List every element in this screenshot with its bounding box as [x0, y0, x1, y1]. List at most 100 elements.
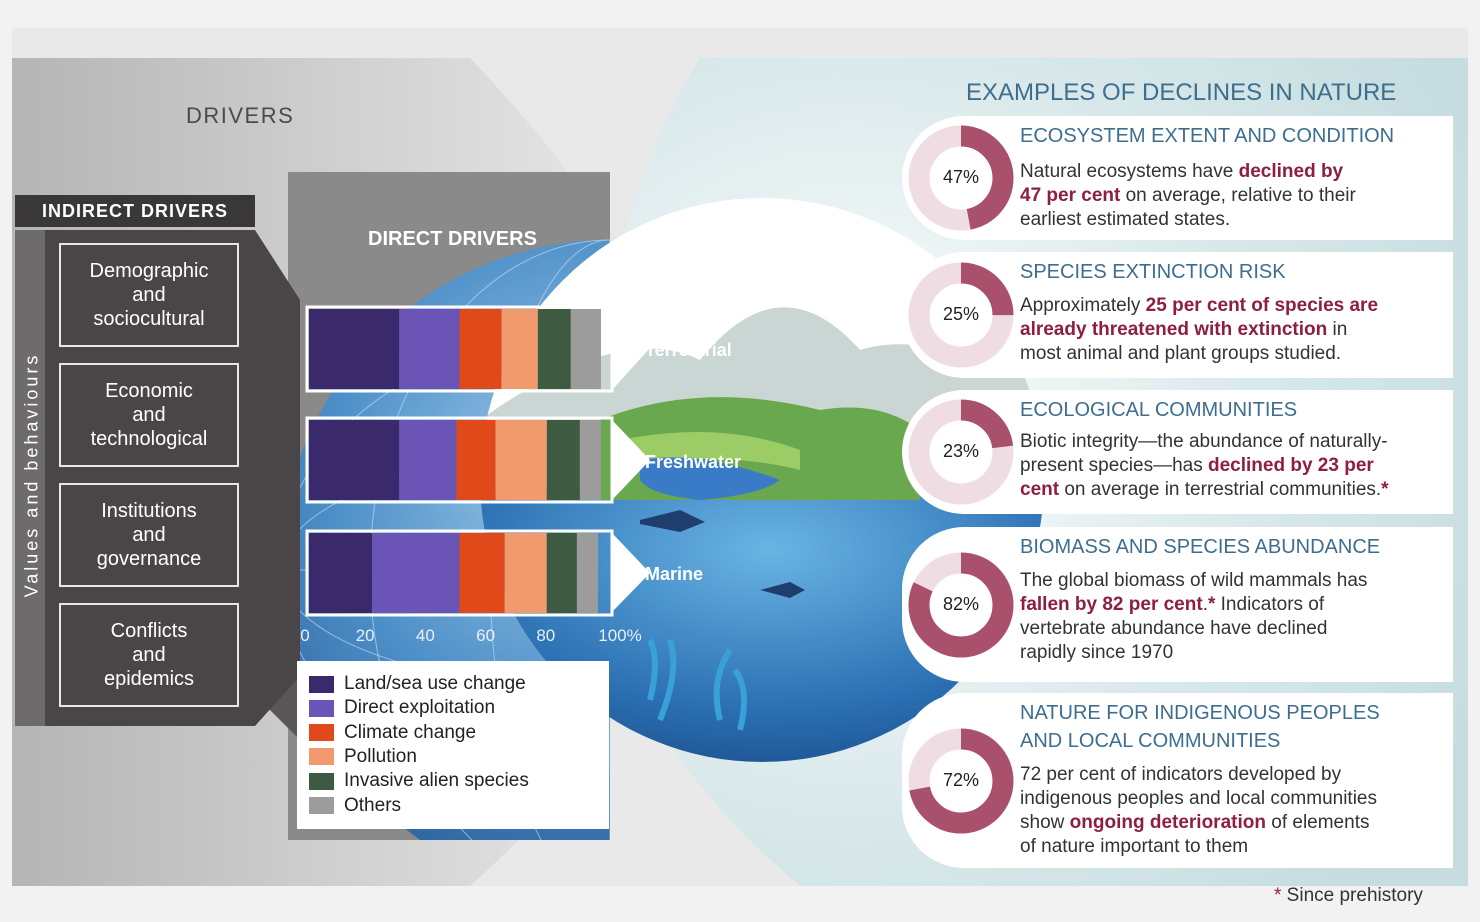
legend-swatch: [309, 772, 334, 790]
legend-label: Others: [344, 794, 402, 816]
x-tick-label: 100%: [598, 626, 642, 645]
legend-swatch: [309, 797, 334, 814]
box-line: governance: [96, 548, 202, 570]
realm-label-terrestrial: Terrestrial: [645, 340, 732, 360]
bar-marine-land-sea-use-change: [309, 533, 373, 613]
x-tick-label: 0: [300, 626, 310, 645]
bar-marine-pollution: [504, 533, 547, 613]
drivers-title: DRIVERS: [186, 103, 295, 128]
realm-label-marine: Marine: [645, 564, 704, 584]
examples-title: EXAMPLES OF DECLINES IN NATURE: [966, 79, 1397, 106]
card-body-line: The global biomass of wild mammals has: [1020, 569, 1444, 593]
card-body-line: already threatened with extinction in: [1020, 318, 1444, 342]
body-text: The global biomass of wild mammals has: [1020, 570, 1368, 591]
card-body-line: fallen by 82 per cent.* Indicators of: [1020, 593, 1444, 617]
freshwater-connector: [612, 420, 650, 500]
decline-card: 47% ECOSYSTEM EXTENT AND CONDITION Natural…: [902, 116, 1453, 240]
legend-swatch: [309, 699, 334, 717]
realm-label-freshwater: Freshwater: [645, 452, 742, 472]
box-line: and: [132, 524, 166, 546]
bar-terrestrial-land-sea-use-change: [309, 309, 400, 389]
card-body-line: indigenous peoples and local communities: [1020, 787, 1444, 811]
card-title-line: NATURE FOR INDIGENOUS PEOPLES: [1020, 702, 1380, 724]
body-text: on average in terrestrial communities.: [1059, 479, 1382, 500]
card-body: Biotic integrity—the abundance of natura…: [1020, 430, 1444, 502]
legend-label: Invasive alien species: [344, 770, 529, 792]
card-body-line: of nature important to them: [1020, 835, 1444, 859]
indirect-box-economic: Economic and technological: [59, 363, 239, 467]
indirect-arrow: [255, 230, 300, 726]
body-text: .: [1202, 594, 1208, 615]
indirect-panel: [45, 230, 255, 726]
legend-swatch: [309, 724, 334, 742]
box-line: and: [132, 644, 166, 666]
bar-terrestrial-pollution: [501, 309, 538, 389]
card-body-line: cent on average in terrestrial communiti…: [1020, 478, 1444, 502]
bar-marine-others: [576, 533, 598, 613]
card-body: Natural ecosystems have declined by 47 pe…: [1020, 160, 1444, 232]
card-title-line: AND LOCAL COMMUNITIES: [1020, 730, 1281, 752]
legend-item: Direct exploitation: [309, 697, 495, 719]
donut-percentage-label: 25%: [942, 304, 980, 324]
card-title-line: ECOLOGICAL COMMUNITIES: [1020, 399, 1298, 421]
bar-terrestrial-climate-change: [459, 309, 502, 389]
body-text: Approximately: [1020, 295, 1146, 316]
bar-frame-freshwater: [305, 416, 614, 504]
body-text: of nature important to them: [1020, 836, 1249, 857]
card-body-line: Approximately 25 per cent of species are: [1020, 294, 1444, 318]
direct-drivers-title: DIRECT DRIVERS: [368, 228, 537, 250]
body-text: earliest estimated states.: [1020, 209, 1231, 230]
indirect-panel-bar: [15, 230, 45, 726]
bar-freshwater-pollution: [495, 420, 547, 500]
percentage-donut: [908, 552, 1014, 657]
card-title: SPECIES EXTINCTION RISK: [1020, 258, 1286, 286]
card-body-line: present species—has declined by 23 per: [1020, 454, 1444, 478]
x-tick-label: 20: [355, 626, 375, 645]
card-body-line: earliest estimated states.: [1020, 208, 1444, 232]
box-line: and: [132, 404, 166, 426]
body-text: Biotic integrity—the abundance of natura…: [1020, 431, 1388, 452]
stacked-bar-chart: [305, 305, 614, 617]
card-body-line: 47 per cent on average, relative to thei…: [1020, 184, 1444, 208]
bar-terrestrial-invasive-alien-species: [537, 309, 571, 389]
body-text: vertebrate abundance have declined: [1020, 618, 1328, 639]
terrestrial-connector: [612, 308, 650, 390]
bar-frame-terrestrial: [305, 305, 614, 393]
legend-item: Land/sea use change: [309, 673, 526, 695]
box-line: and: [132, 284, 166, 306]
card-body-line: Biotic integrity—the abundance of natura…: [1020, 430, 1444, 454]
box-line: epidemics: [103, 668, 195, 690]
highlight-text: fallen by 82 per cent: [1020, 594, 1203, 615]
x-tick-label: 80: [536, 626, 556, 645]
donut-percentage-label: 47%: [942, 167, 980, 187]
legend-label: Climate change: [344, 721, 477, 743]
decline-card: 25% SPECIES EXTINCTION RISK Approximately …: [902, 252, 1453, 378]
highlight-text: declined by: [1238, 161, 1344, 182]
donut-value-arc: [908, 399, 1014, 505]
bar-freshwater-land-sea-use-change: [309, 420, 400, 500]
card-body: The global biomass of wild mammals has fa…: [1020, 569, 1444, 665]
donut-percentage-label: 72%: [942, 769, 980, 790]
body-text: of elements: [1265, 812, 1370, 833]
decline-card: 82% BIOMASS AND SPECIES ABUNDANCE The glob…: [902, 527, 1453, 682]
legend-item: Pollution: [309, 746, 417, 768]
indirect-box-institutions: Institutions and governance: [59, 483, 239, 587]
legend-item: Others: [309, 795, 401, 817]
values-behaviours-label: Values and behaviours: [21, 352, 42, 598]
legend-swatch: [309, 675, 334, 693]
decline-card: 23% ECOLOGICAL COMMUNITIES Biotic integrit…: [902, 390, 1453, 514]
chart-legend: Land/sea use change Direct exploitation Cl…: [297, 661, 609, 829]
bar-terrestrial-direct-exploitation: [399, 309, 460, 389]
footnote-text: Since prehistory: [1281, 885, 1423, 906]
legend-item: Climate change: [309, 722, 476, 744]
bar-marine-climate-change: [459, 533, 505, 613]
bar-freshwater-invasive-alien-species: [546, 420, 580, 500]
percentage-donut: [908, 728, 1014, 833]
donut-value-arc: [908, 728, 1014, 833]
body-text: 72 per cent of indicators developed by: [1020, 764, 1342, 785]
legend-label: Direct exploitation: [344, 697, 496, 719]
donut-value-arc: [908, 125, 1014, 231]
body-text: on average, relative to their: [1120, 185, 1356, 206]
highlight-text: *: [1381, 479, 1389, 500]
